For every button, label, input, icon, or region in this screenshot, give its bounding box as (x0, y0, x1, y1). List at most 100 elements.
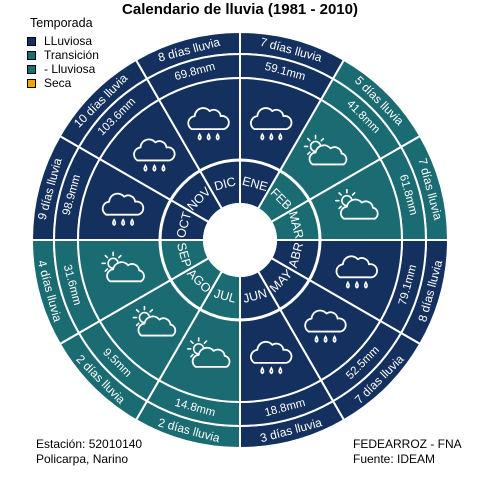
month-sector (256, 256, 311, 311)
rain-days-label: 5 días lluvia (352, 73, 407, 128)
rain-days-label: 7 días lluvia (415, 157, 445, 222)
weather-sector (307, 157, 404, 241)
rain-days-band (399, 134, 450, 241)
weather-sector (157, 76, 241, 173)
month-label: ABR (286, 241, 306, 269)
legend-item: LLuviosa (26, 34, 99, 48)
rain-mm-label: 18.8mm (263, 397, 306, 419)
rain-cloud-icon (304, 309, 347, 343)
legend-swatch (27, 36, 36, 46)
rain-cloud-icon (133, 138, 176, 172)
rain-cloud-icon (187, 107, 230, 141)
month-sector (269, 198, 322, 241)
legend-swatch (27, 50, 36, 60)
rain-mm-band (52, 145, 102, 241)
rain-days-label: 7 días lluvia (352, 352, 407, 407)
rain-mm-band (77, 77, 161, 161)
legend-title: Temporada (30, 16, 93, 30)
weather-sector (157, 307, 241, 404)
rain-mm-label: 61.8mm (397, 173, 419, 216)
legend-items: LLuviosa Transición - Lluviosa Seca (26, 34, 99, 90)
weather-sector (278, 278, 382, 382)
rain-mm-band (319, 77, 403, 161)
rain-mm-label: 41.8mm (344, 98, 382, 136)
sun-cloud-icon (334, 188, 379, 220)
month-sector (158, 198, 211, 241)
rain-mm-label: 14.8mm (173, 397, 216, 419)
sun-cloud-icon (303, 134, 348, 166)
rain-cloud-icon (249, 340, 293, 375)
month-sector (158, 239, 211, 282)
rain-mm-band (378, 145, 428, 241)
rain-cloud-icon (101, 192, 145, 226)
rain-days-label: 8 días lluvia (415, 258, 445, 323)
rain-mm-band (52, 239, 102, 335)
month-sector (256, 169, 311, 224)
rain-mm-band (145, 52, 241, 102)
month-sector (239, 158, 282, 211)
rain-mm-label: 103.6mm (96, 96, 138, 138)
rain-cloud-icon (335, 255, 378, 289)
month-label: FEB (267, 185, 294, 212)
rain-days-label: 3 días lluvia (259, 415, 324, 445)
legend-label: - Lluviosa (44, 62, 96, 76)
rain-days-band (399, 239, 450, 346)
rain-mm-band (77, 319, 161, 403)
weather-sector (278, 98, 382, 202)
weather-sector (239, 307, 323, 404)
rain-days-band (134, 30, 241, 81)
rain-mm-band (319, 319, 403, 403)
legend-item: Transición (26, 48, 99, 62)
center-hole (203, 203, 277, 277)
legend-item: Seca (26, 76, 99, 90)
sun-cloud-icon (186, 336, 231, 368)
month-label: ENE (241, 174, 269, 194)
rain-days-label: 8 días lluvia (157, 35, 222, 65)
legend-swatch (27, 64, 36, 74)
sun-cloud-icon (132, 305, 177, 337)
weather-sector (98, 278, 202, 382)
rain-days-band (239, 30, 346, 81)
rain-days-label: 2 días lluvia (73, 352, 128, 407)
legend-label: Transición (44, 48, 99, 62)
legend-label: Seca (44, 76, 72, 90)
month-label: AGO (184, 266, 214, 296)
data-source: Fuente: IDEAM (353, 452, 436, 466)
chart-title: Calendario de lluvia (1981 - 2010) (122, 1, 358, 18)
month-label: OCT (174, 210, 194, 239)
rain-mm-label: 31.6mm (61, 263, 83, 306)
month-label: MAR (286, 210, 307, 240)
rain-days-label: 2 días lluvia (157, 415, 222, 445)
month-label: SEP (174, 241, 194, 269)
rain-mm-band (145, 378, 241, 428)
legend: Temporada LLuviosa Transición - Lluviosa Se… (26, 16, 99, 90)
rain-mm-label: 59.1mm (263, 61, 306, 83)
inner-ring-border (158, 158, 322, 322)
month-sector (169, 169, 224, 224)
rain-mm-band (239, 378, 335, 428)
weather-sector (76, 157, 173, 241)
month-label: MAY (267, 266, 296, 295)
rain-days-band (58, 331, 149, 422)
rain-mm-label: 69.8mm (173, 61, 216, 83)
rain-days-band (239, 399, 346, 450)
rain-days-label: 9 días lluvia (35, 156, 65, 221)
month-sector (169, 256, 224, 311)
rain-days-band (331, 58, 422, 149)
weather-sector (76, 239, 173, 323)
month-sector (198, 158, 241, 211)
month-label: DIC (213, 174, 237, 193)
rain-mm-label: 52.5mm (344, 344, 382, 382)
rain-mm-label: 79.1mm (397, 263, 419, 306)
station-code: Estación: 52010140 (36, 437, 143, 451)
month-label: JUL (212, 286, 237, 305)
rain-mm-label: 9.5mm (100, 346, 133, 379)
station-info: Estación: 52010140 Policarpa, Narino (36, 437, 142, 467)
legend-item: - Lluviosa (26, 62, 99, 76)
month-label: NOV (184, 184, 214, 214)
legend-swatch (27, 78, 36, 88)
month-sector (239, 269, 282, 322)
credits: FEDEARROZ - FNA Fuente: IDEAM (353, 437, 462, 467)
weather-sector (239, 76, 323, 173)
sun-cloud-icon (101, 251, 145, 283)
